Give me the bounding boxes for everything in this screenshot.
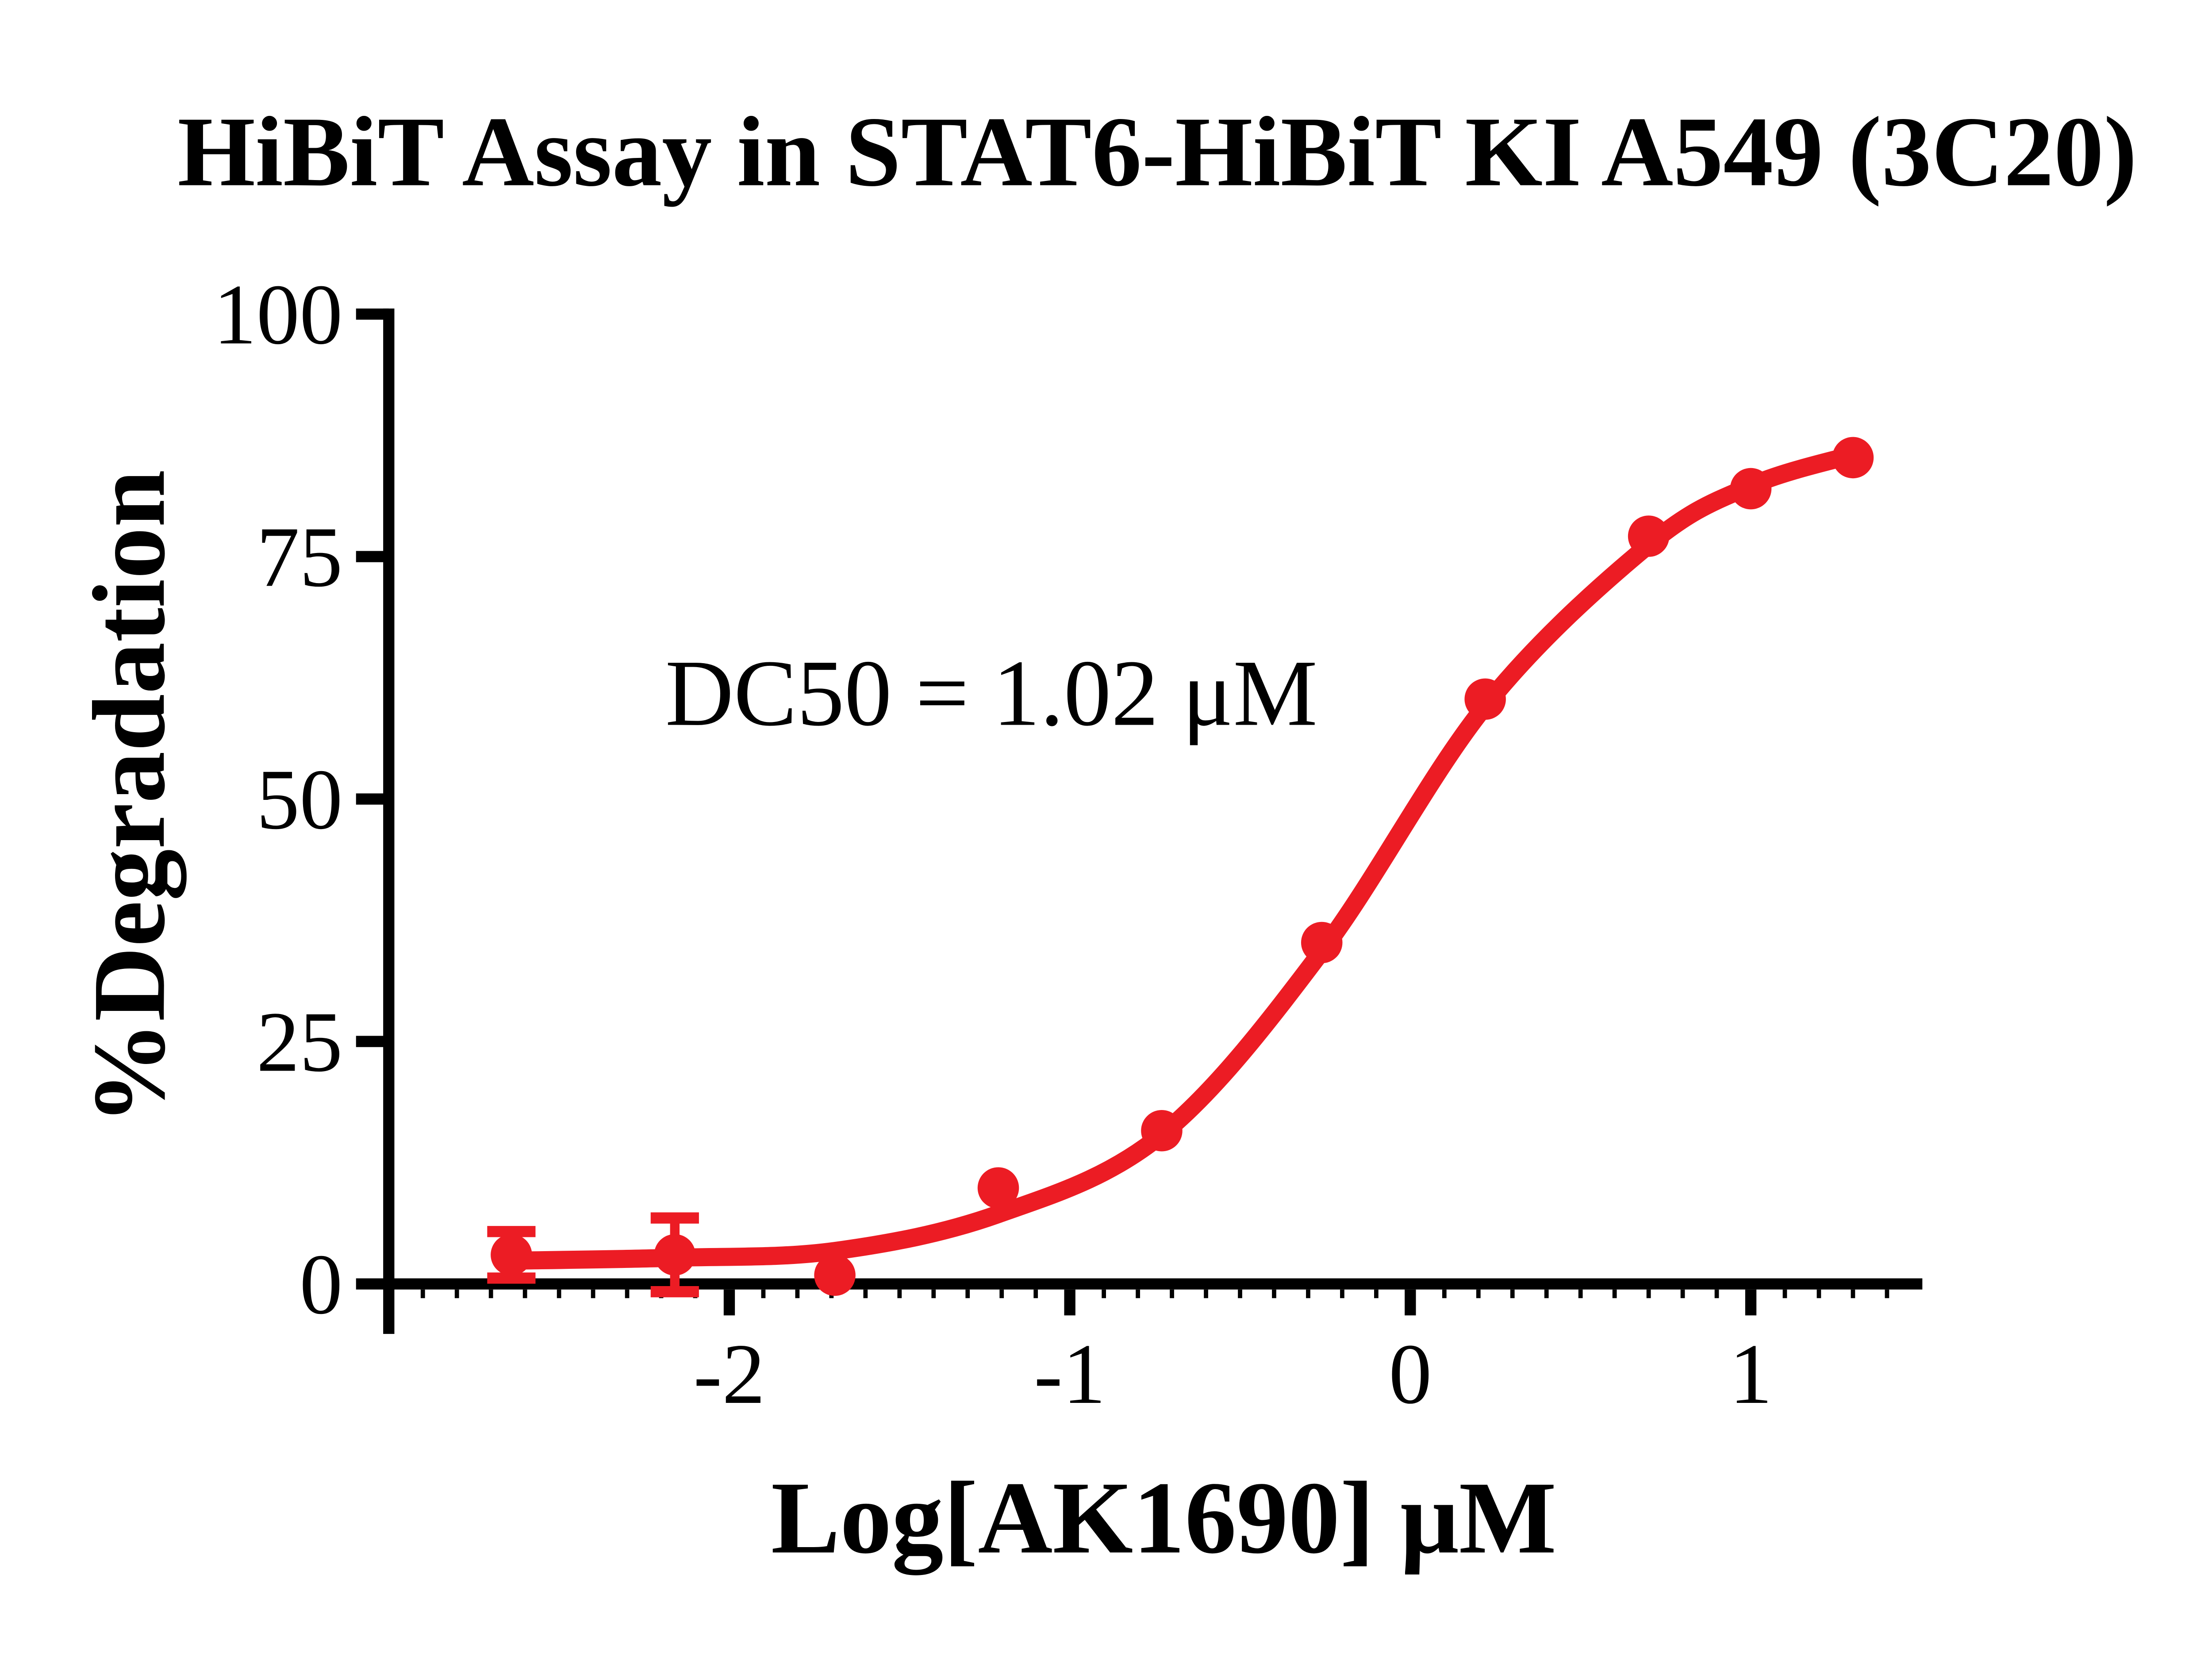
- x-tick-label: 0: [1389, 1326, 1432, 1422]
- x-tick-label: -1: [1034, 1326, 1106, 1422]
- data-point: [977, 1167, 1019, 1209]
- fit-curve: [502, 446, 1862, 1270]
- y-axis-title: %Degradation: [72, 470, 187, 1125]
- y-tick-label: 50: [257, 752, 343, 847]
- data-point: [491, 1234, 532, 1276]
- y-tick-label: 75: [257, 509, 343, 605]
- x-tick-label: -2: [693, 1326, 765, 1422]
- x-tick-label: 1: [1729, 1326, 1772, 1422]
- data-point: [1832, 437, 1874, 479]
- dc50-annotation: DC50 = 1.02 μM: [665, 641, 1317, 745]
- data-point: [1730, 468, 1772, 510]
- data-point: [1464, 678, 1506, 720]
- axes: 0 25 50 75 100 -2 -1 0 1: [213, 267, 1923, 1422]
- y-tick-label: 100: [213, 267, 342, 362]
- data-point: [1141, 1110, 1183, 1152]
- data-point: [1301, 922, 1343, 964]
- chart-title: HiBiT Assay in STAT6-HiBiT KI A549 (3C20…: [177, 96, 2137, 207]
- y-tick-label: 0: [300, 1237, 342, 1332]
- plot-area: [487, 437, 1874, 1298]
- data-point: [1628, 515, 1670, 557]
- data-point: [814, 1254, 856, 1296]
- x-axis-title: Log[AK1690] μM: [771, 1460, 1557, 1575]
- y-tick-label: 25: [257, 994, 343, 1090]
- data-point: [654, 1234, 696, 1276]
